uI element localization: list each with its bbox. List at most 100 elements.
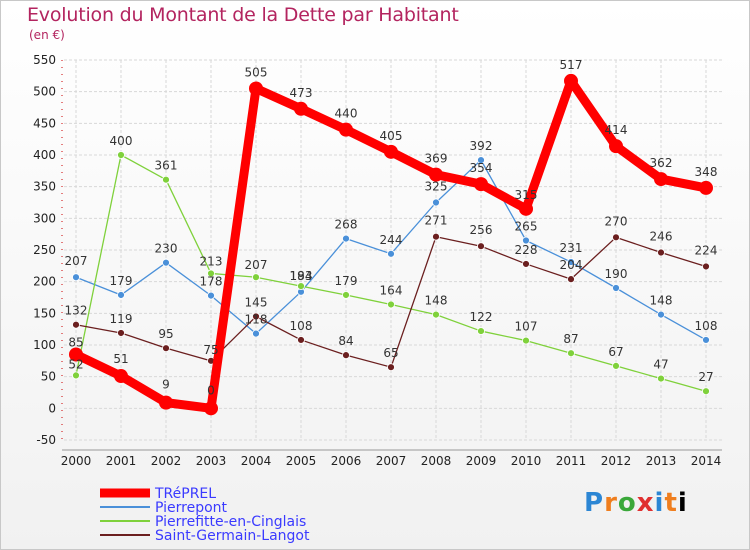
data-label: 47 bbox=[653, 358, 668, 372]
legend-label: Pierrefitte-en-Cinglais bbox=[155, 514, 306, 530]
data-label: 213 bbox=[200, 254, 223, 268]
data-point bbox=[252, 329, 260, 338]
data-label: 52 bbox=[68, 357, 83, 371]
data-label: 75 bbox=[203, 343, 218, 357]
data-label: 271 bbox=[425, 214, 448, 228]
data-point bbox=[522, 236, 530, 245]
y-tick-label: -50 bbox=[36, 433, 56, 447]
data-point bbox=[72, 320, 80, 329]
x-tick-label: 2004 bbox=[241, 454, 272, 468]
data-point bbox=[609, 139, 623, 154]
x-tick-label: 2002 bbox=[151, 454, 182, 468]
data-label: 148 bbox=[425, 294, 448, 308]
data-label: 179 bbox=[110, 274, 133, 288]
data-point bbox=[387, 249, 395, 258]
data-point bbox=[342, 234, 350, 243]
x-tick-label: 2014 bbox=[691, 454, 722, 468]
data-label: 0 bbox=[207, 383, 215, 397]
y-tick-label: 50 bbox=[41, 370, 56, 384]
data-label: 270 bbox=[605, 214, 628, 228]
data-point bbox=[384, 144, 398, 159]
data-point bbox=[477, 242, 485, 251]
data-point bbox=[702, 336, 710, 344]
data-label: 87 bbox=[563, 332, 578, 346]
x-tick-label: 2001 bbox=[106, 454, 137, 468]
data-point bbox=[72, 371, 80, 380]
data-point bbox=[477, 327, 485, 335]
data-label: 108 bbox=[695, 319, 718, 333]
data-point bbox=[294, 101, 308, 116]
data-point bbox=[117, 151, 125, 159]
x-tick-label: 2005 bbox=[286, 454, 317, 468]
data-label: 193 bbox=[290, 269, 313, 283]
data-label: 517 bbox=[560, 58, 583, 72]
y-tick-label: 300 bbox=[33, 211, 56, 225]
data-point bbox=[564, 73, 578, 88]
data-label: 107 bbox=[515, 320, 538, 334]
data-point bbox=[429, 167, 443, 182]
y-tick-label: 500 bbox=[33, 85, 56, 99]
data-point bbox=[474, 177, 488, 192]
data-label: 67 bbox=[608, 345, 623, 359]
data-point bbox=[477, 156, 485, 164]
data-point bbox=[612, 361, 620, 370]
data-point bbox=[297, 336, 305, 344]
legend-label: Saint-Germain-Langot bbox=[155, 528, 310, 544]
y-tick-label: 0 bbox=[48, 401, 56, 415]
data-point bbox=[162, 175, 170, 184]
data-point bbox=[432, 310, 440, 319]
data-point bbox=[567, 258, 575, 266]
data-label: 362 bbox=[650, 156, 673, 170]
y-tick-label: 200 bbox=[33, 275, 56, 289]
data-label: 27 bbox=[698, 370, 713, 384]
data-point bbox=[159, 395, 173, 410]
data-point bbox=[339, 122, 353, 137]
data-point bbox=[612, 233, 620, 242]
data-label: 164 bbox=[380, 283, 403, 297]
data-label: 348 bbox=[695, 165, 718, 179]
legend-label: TRéPREL bbox=[154, 486, 216, 502]
data-label: 244 bbox=[380, 233, 403, 247]
data-point bbox=[72, 273, 80, 282]
data-point bbox=[249, 81, 263, 96]
data-label: 85 bbox=[68, 336, 83, 350]
data-label: 392 bbox=[470, 139, 493, 153]
proxiti-logo: Proxiti bbox=[584, 488, 688, 518]
data-point bbox=[342, 291, 350, 299]
chart-title: Evolution du Montant de la Dette par Hab… bbox=[27, 4, 459, 26]
y-tick-label: 150 bbox=[33, 306, 56, 320]
data-point bbox=[297, 282, 305, 291]
data-label: 256 bbox=[470, 223, 493, 237]
data-label: 148 bbox=[650, 294, 673, 308]
data-point bbox=[252, 312, 260, 321]
data-point bbox=[657, 248, 665, 257]
x-tick-label: 2008 bbox=[421, 454, 452, 468]
x-tick-label: 2009 bbox=[466, 454, 497, 468]
y-tick-label: 450 bbox=[33, 116, 56, 130]
data-label: 119 bbox=[110, 312, 133, 326]
x-tick-label: 2010 bbox=[511, 454, 542, 468]
data-label: 440 bbox=[335, 107, 358, 121]
x-tick-label: 2003 bbox=[196, 454, 227, 468]
data-label: 108 bbox=[290, 319, 313, 333]
data-point bbox=[162, 344, 170, 353]
y-tick-label: 250 bbox=[33, 243, 56, 257]
data-label: 204 bbox=[560, 258, 583, 272]
chart-subtitle: (en €) bbox=[29, 28, 65, 42]
legend-label: Pierrepont bbox=[155, 500, 228, 516]
data-point bbox=[699, 180, 713, 195]
data-point bbox=[522, 336, 530, 345]
data-point bbox=[612, 284, 620, 292]
data-label: 325 bbox=[425, 180, 448, 194]
data-label: 505 bbox=[245, 66, 268, 80]
data-label: 178 bbox=[200, 275, 223, 289]
data-point bbox=[342, 351, 350, 360]
data-label: 184 bbox=[290, 269, 313, 283]
y-tick-label: 400 bbox=[33, 148, 56, 162]
data-label: 207 bbox=[65, 254, 88, 268]
data-label: 190 bbox=[605, 267, 628, 281]
data-label: 132 bbox=[65, 304, 88, 318]
data-label: 246 bbox=[650, 230, 673, 244]
data-point bbox=[432, 198, 440, 207]
